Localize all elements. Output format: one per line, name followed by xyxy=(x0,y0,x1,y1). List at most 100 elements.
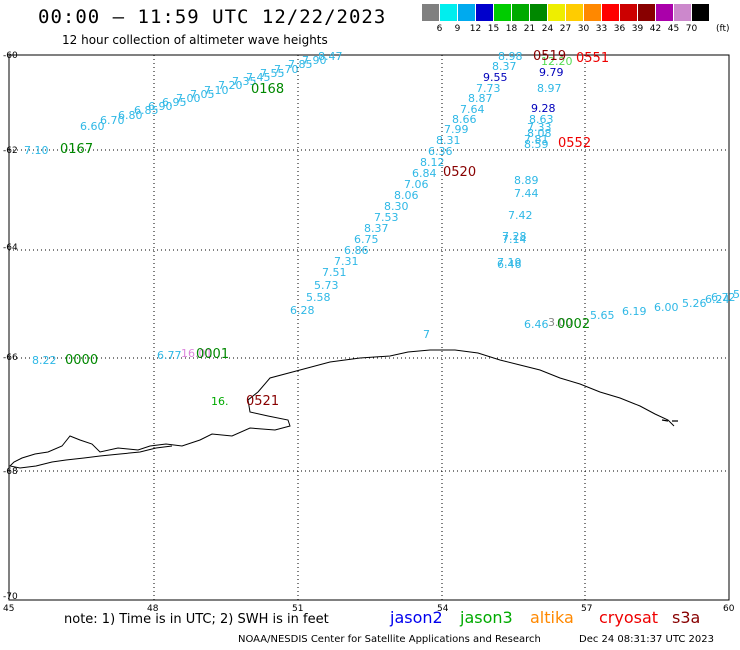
pass-time-label: 0521 xyxy=(246,394,279,409)
wave-height-value: 7.14 xyxy=(502,233,527,246)
scale-swatch xyxy=(512,4,529,21)
wave-height-value: 8.37 xyxy=(492,60,517,73)
scale-swatch xyxy=(656,4,673,21)
wave-height-value: 6.90 xyxy=(148,100,173,113)
scale-tick-label: 39 xyxy=(631,24,644,34)
scale-unit: (ft) xyxy=(716,24,730,34)
wave-height-value: 7.28 xyxy=(502,230,527,243)
legend-jason3: jason3 xyxy=(460,608,513,627)
pass-time-label: 0000 xyxy=(65,353,98,368)
scale-swatch xyxy=(530,4,547,21)
credit-line: NOAA/NESDIS Center for Satellite Applica… xyxy=(238,634,541,645)
wave-height-value: 8.66 xyxy=(452,113,477,126)
scale-swatch xyxy=(584,4,601,21)
pass-time-label: 0001 xyxy=(196,347,229,362)
lat-label-70: -70 xyxy=(3,592,18,602)
scale-tick-label: 36 xyxy=(613,24,626,34)
scale-tick-label: 30 xyxy=(577,24,590,34)
legend-altika: altika xyxy=(530,608,574,627)
scale-tick-label: 70 xyxy=(685,24,698,34)
wave-height-value: 7.20 xyxy=(218,79,243,92)
pass-time-label: 0551 xyxy=(576,51,609,66)
wave-height-value: 7.73 xyxy=(476,82,501,95)
wave-height-value: 16. xyxy=(211,395,229,408)
footer-note: note: 1) Time is in UTC; 2) SWH is in fe… xyxy=(64,612,329,627)
wave-height-value: 6.77 xyxy=(157,349,182,362)
scale-tick-label: 42 xyxy=(649,24,662,34)
wave-height-value: 9.79 xyxy=(539,66,564,79)
wave-height-value: 5.26 xyxy=(682,297,707,310)
wave-height-value: 7.33 xyxy=(527,121,552,134)
lon-label-60: 60 xyxy=(723,604,735,614)
wave-height-value: 8.37 xyxy=(364,222,389,235)
scale-swatch xyxy=(422,4,439,21)
legend-s3a: s3a xyxy=(672,608,701,627)
legend-cryosat: cryosat xyxy=(599,608,659,627)
pass-time-label: 0002 xyxy=(557,317,590,332)
wave-height-value: 3.00 xyxy=(548,316,573,329)
wave-height-value: 6.84 xyxy=(412,167,437,180)
wave-height-value: 8.97 xyxy=(537,82,562,95)
scale-swatch xyxy=(548,4,565,21)
wave-height-value: 6.28 xyxy=(290,304,315,317)
lon-label-54: 54 xyxy=(437,604,449,614)
wave-height-value: 7.53 xyxy=(374,211,399,224)
generated-timestamp: Dec 24 08:31:37 UTC 2023 xyxy=(579,634,714,645)
wave-height-value: 8.08 xyxy=(527,127,552,140)
wave-height-value: 8.31 xyxy=(436,134,461,147)
wave-height-value: 6.00 xyxy=(654,301,679,314)
wave-height-value: 7.81 xyxy=(524,133,549,146)
wave-height-value: 7.35 xyxy=(232,75,257,88)
wave-height-value: 6.80 xyxy=(118,109,143,122)
lat-label-64: -64 xyxy=(3,243,18,253)
scale-swatch xyxy=(602,4,619,21)
lon-label-45: 45 xyxy=(3,604,15,614)
wave-height-value: 6.60 xyxy=(80,120,105,133)
scale-swatch xyxy=(674,4,691,21)
pass-time-label: 0552 xyxy=(558,136,591,151)
wave-height-value: 16.01 xyxy=(181,347,213,360)
wave-height-value: 8.22 xyxy=(32,354,57,367)
wave-height-value: 6.46 xyxy=(497,258,522,271)
wave-height-value: 7.99 xyxy=(444,123,469,136)
wave-height-value: 7.55 xyxy=(260,67,285,80)
scale-tick-label: 21 xyxy=(523,24,536,34)
scale-tick-label: 33 xyxy=(595,24,608,34)
wave-height-value: 9.55 xyxy=(483,71,508,84)
wave-height-value: 7.70 xyxy=(274,63,299,76)
scale-tick-label: 9 xyxy=(454,24,461,34)
wave-height-value: 5.73 xyxy=(314,279,339,292)
scale-swatch xyxy=(638,4,655,21)
wave-height-value: 7.42 xyxy=(508,209,533,222)
wave-height-value: 5.40 xyxy=(733,288,740,301)
wave-height-value: 6.86 xyxy=(344,244,369,257)
wave-height-value: 7.90 xyxy=(302,54,327,67)
lat-label-62: -62 xyxy=(3,146,18,156)
wave-height-value: 7.00 xyxy=(176,92,201,105)
wave-height-value: 7.19 xyxy=(497,256,522,269)
wave-height-value: 8.12 xyxy=(420,156,445,169)
chart-title: 00:00 – 11:59 UTC 12/22/2023 xyxy=(38,6,387,28)
scale-tick-label: 12 xyxy=(469,24,482,34)
wave-height-value: 7.85 xyxy=(288,58,313,71)
scale-swatch xyxy=(458,4,475,21)
map-frame xyxy=(8,54,730,601)
wave-height-value: 9.28 xyxy=(531,102,556,115)
wave-height-value: 7.44 xyxy=(514,187,539,200)
coastline xyxy=(8,349,675,469)
wave-height-value: 7.10 xyxy=(204,84,229,97)
scale-tick-label: 6 xyxy=(436,24,443,34)
pass-time-label: 0520 xyxy=(443,165,476,180)
wave-height-value: 8.63 xyxy=(529,113,554,126)
map-labels: 8.477.907.857.707.557.457.357.207.107.05… xyxy=(24,49,740,409)
lat-label-66: -66 xyxy=(3,353,18,363)
wave-height-value: 7.31 xyxy=(334,255,359,268)
legend-jason2: jason2 xyxy=(390,608,443,627)
lon-label-57: 57 xyxy=(581,604,593,614)
scale-swatch xyxy=(476,4,493,21)
scale-tick-label: 15 xyxy=(487,24,500,34)
map-gridlines xyxy=(9,55,729,600)
wave-height-value: 6.19 xyxy=(622,305,647,318)
scale-tick-label: 18 xyxy=(505,24,518,34)
